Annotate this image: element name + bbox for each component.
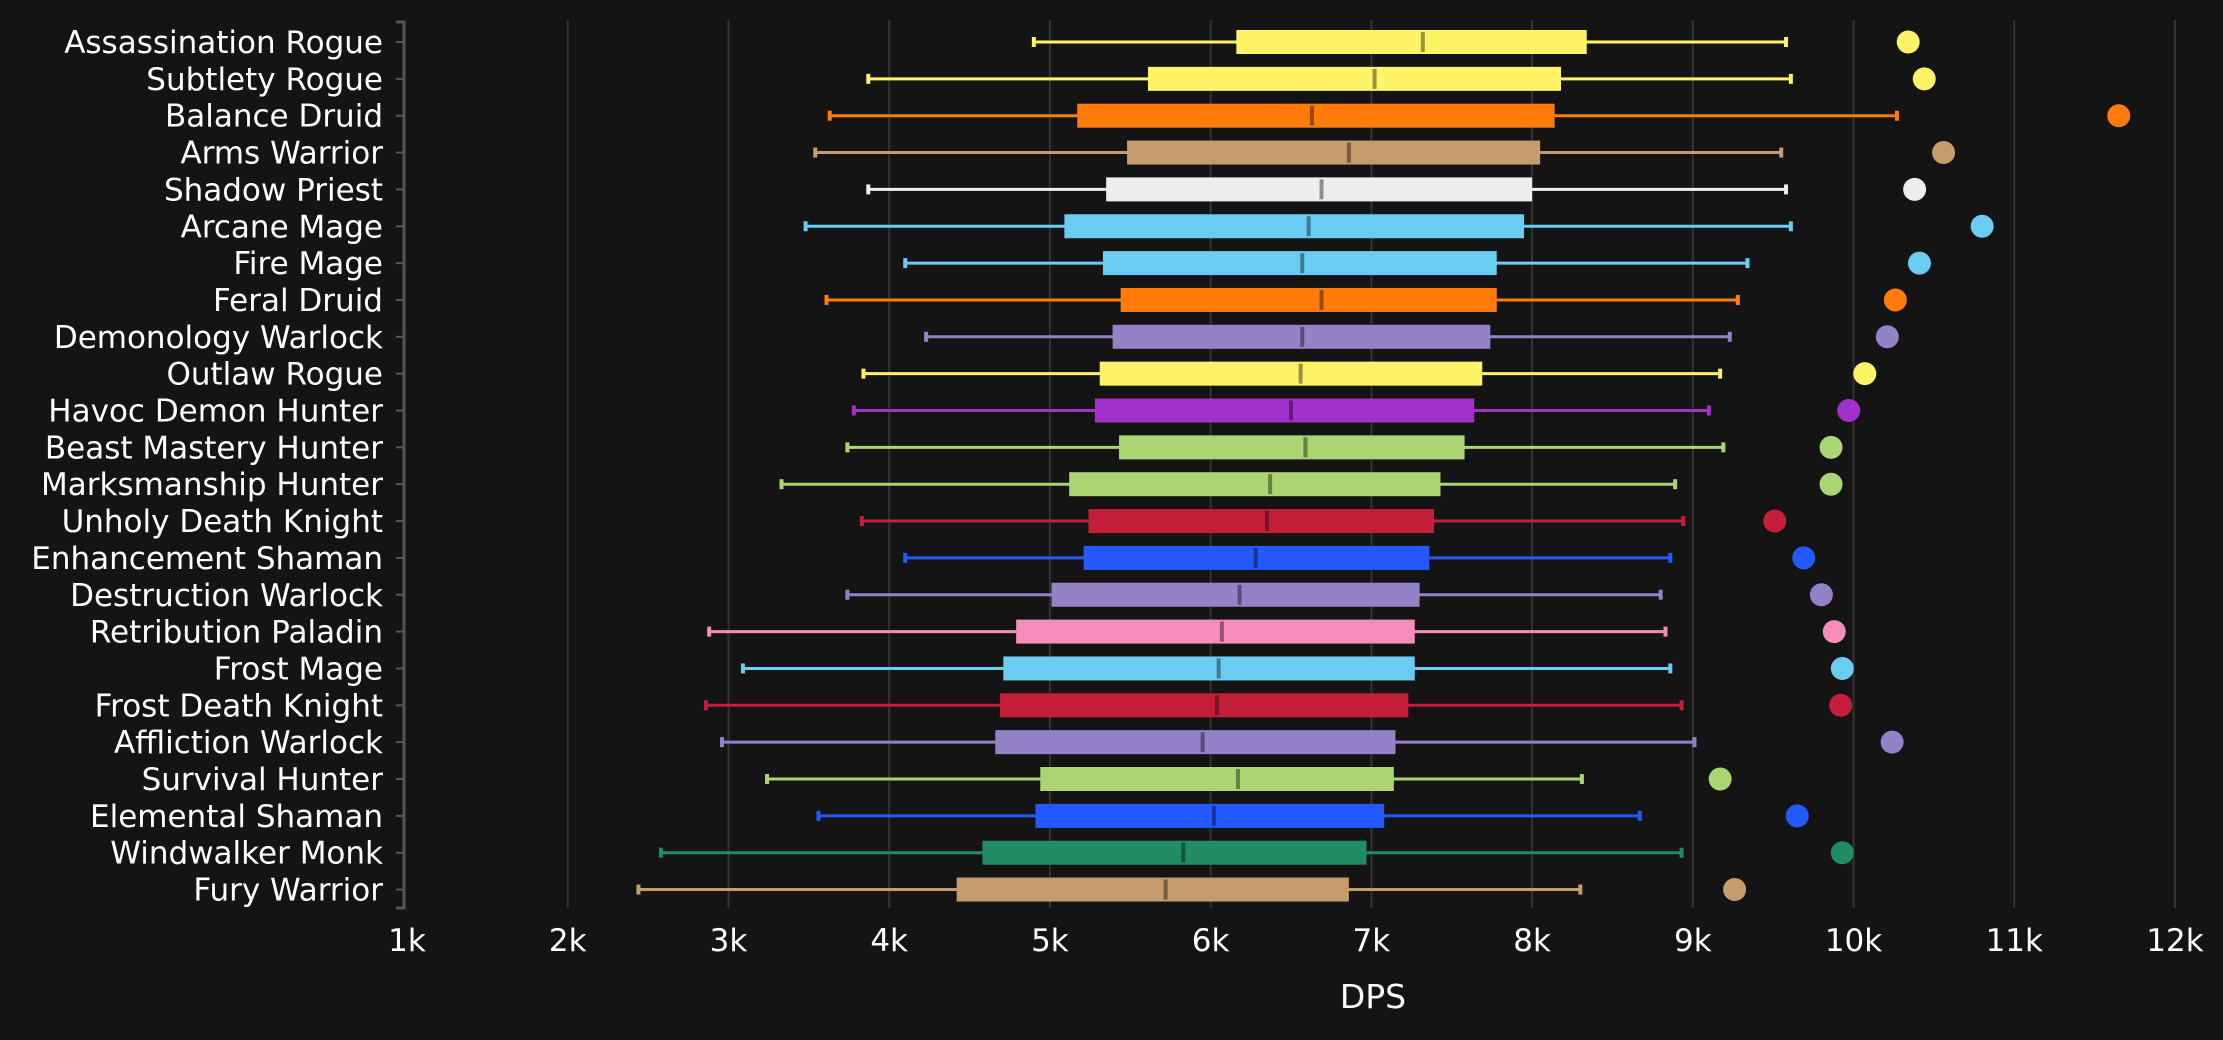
category-label: Demonology Warlock — [54, 320, 383, 356]
outlier-point — [1875, 325, 1899, 349]
x-tick-label: 7k — [1353, 923, 1391, 959]
iqr-box — [995, 730, 1396, 755]
outlier-point — [1907, 251, 1931, 275]
iqr-box — [982, 840, 1367, 865]
outlier-point — [1880, 730, 1904, 754]
category-label: Affliction Warlock — [114, 725, 383, 761]
x-tick-labels: 1k 2k 3k 4k 5k 6k 7k 8k 9k 10k 11k 12k — [388, 923, 2204, 959]
outlier-point — [1819, 435, 1843, 459]
category-label: Feral Druid — [213, 283, 383, 319]
outlier-point — [2107, 104, 2131, 128]
outlier-point — [1830, 841, 1854, 865]
iqr-box — [1099, 361, 1483, 386]
category-label: Windwalker Monk — [110, 836, 383, 872]
category-label: Beast Mastery Hunter — [45, 430, 383, 466]
x-tick-label: 2k — [549, 923, 587, 959]
iqr-box — [1069, 472, 1441, 497]
x-tick-label: 5k — [1031, 923, 1069, 959]
category-label: Balance Druid — [165, 99, 383, 135]
iqr-box — [1106, 177, 1533, 202]
x-axis-label: DPS — [1340, 977, 1406, 1016]
outlier-point — [1970, 214, 1994, 238]
outlier-point — [1785, 804, 1809, 828]
iqr-box — [1147, 66, 1562, 91]
x-tick-label: 12k — [2146, 923, 2203, 959]
outlier-point — [1853, 362, 1877, 386]
boxes — [636, 30, 2131, 902]
category-label: Arms Warrior — [180, 136, 383, 172]
iqr-box — [1051, 582, 1420, 607]
x-tick-label: 9k — [1674, 923, 1712, 959]
category-label: Retribution Paladin — [90, 615, 383, 651]
x-tick-label: 8k — [1513, 923, 1551, 959]
outlier-point — [1822, 620, 1846, 644]
iqr-box — [1094, 398, 1475, 423]
x-tick-label: 10k — [1825, 923, 1882, 959]
iqr-box — [1236, 30, 1587, 54]
y-axis-line — [396, 20, 406, 910]
outlier-point — [1912, 67, 1936, 91]
iqr-box — [956, 877, 1349, 902]
y-axis — [396, 20, 406, 910]
outlier-point — [1708, 767, 1732, 791]
iqr-box — [1064, 214, 1525, 239]
iqr-box — [1040, 767, 1394, 791]
gridlines — [566, 20, 2176, 908]
x-tick-label: 3k — [710, 923, 748, 959]
category-label: Assassination Rogue — [64, 25, 383, 61]
iqr-box — [1120, 287, 1497, 312]
iqr-box — [1119, 435, 1465, 460]
iqr-box — [1088, 509, 1435, 534]
outlier-point — [1830, 656, 1854, 680]
category-label: Survival Hunter — [142, 762, 384, 798]
category-label: Arcane Mage — [181, 209, 383, 245]
category-label: Elemental Shaman — [90, 799, 383, 835]
iqr-box — [1016, 619, 1415, 644]
iqr-box — [1000, 693, 1409, 718]
outlier-point — [1829, 693, 1853, 717]
category-label: Frost Death Knight — [95, 688, 383, 724]
outlier-point — [1903, 177, 1927, 201]
outlier-point — [1837, 399, 1861, 422]
category-label: Fury Warrior — [193, 873, 383, 909]
iqr-box — [1035, 803, 1385, 828]
category-label: Fire Mage — [233, 246, 383, 282]
outlier-point — [1809, 583, 1833, 607]
category-label: Marksmanship Hunter — [41, 467, 383, 503]
outlier-point — [1932, 141, 1956, 165]
x-tick-label: 11k — [1986, 923, 2043, 959]
category-label: Shadow Priest — [164, 172, 383, 208]
category-label: Frost Mage — [214, 651, 383, 687]
iqr-box — [1127, 140, 1541, 165]
iqr-box — [1102, 251, 1497, 276]
category-label: Outlaw Rogue — [166, 357, 383, 393]
category-label: Subtlety Rogue — [146, 62, 383, 98]
category-label: Enhancement Shaman — [31, 541, 383, 577]
outlier-point — [1792, 546, 1816, 570]
category-label: Unholy Death Knight — [62, 504, 383, 540]
outlier-point — [1896, 30, 1920, 54]
outlier-point — [1723, 878, 1747, 902]
x-tick-label: 1k — [388, 923, 426, 959]
category-label: Havoc Demon Hunter — [48, 394, 383, 430]
category-label: Destruction Warlock — [70, 578, 383, 614]
outlier-point — [1819, 472, 1843, 496]
x-tick-label: 4k — [870, 923, 908, 959]
iqr-box — [1077, 103, 1555, 128]
iqr-box — [1003, 656, 1415, 681]
outlier-point — [1763, 509, 1787, 533]
outlier-point — [1883, 288, 1907, 312]
x-tick-label: 6k — [1192, 923, 1230, 959]
